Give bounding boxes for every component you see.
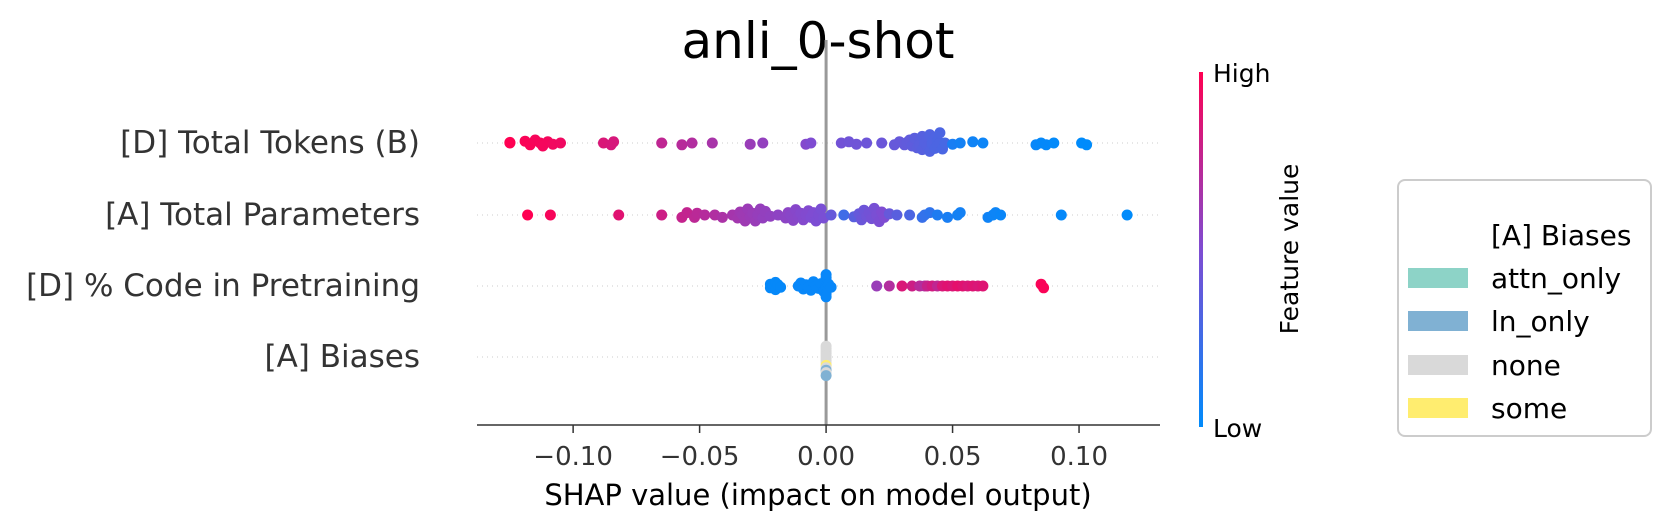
x-tick-label: 0.05 xyxy=(924,442,982,472)
data-point xyxy=(977,137,989,149)
data-point xyxy=(825,281,837,293)
data-point xyxy=(904,209,916,221)
chart-title: anli_0-shot xyxy=(682,12,955,70)
data-point xyxy=(1038,282,1050,294)
legend-swatch-attn-only xyxy=(1408,268,1468,288)
legend: [A] Biases attn_only ln_only none some xyxy=(1397,179,1652,437)
data-point xyxy=(931,209,943,221)
data-point xyxy=(544,209,556,221)
data-point xyxy=(995,209,1007,221)
data-point xyxy=(820,269,832,281)
legend-label: ln_only xyxy=(1491,305,1590,338)
data-point xyxy=(896,280,908,292)
colorbar-high-label: High xyxy=(1213,59,1270,88)
data-point xyxy=(699,209,711,221)
data-point xyxy=(820,291,832,303)
data-point xyxy=(613,209,625,221)
data-point xyxy=(820,370,832,382)
x-tick-label: 0.00 xyxy=(797,442,855,472)
data-point xyxy=(977,280,989,292)
legend-swatch-some xyxy=(1408,398,1468,418)
data-point xyxy=(676,139,688,151)
feature-label: [A] Biases xyxy=(265,339,421,375)
data-point xyxy=(656,137,668,149)
data-point xyxy=(1048,137,1060,149)
legend-swatch-ln-only xyxy=(1408,311,1468,331)
feature-label: [D] % Code in Pretraining xyxy=(26,268,420,304)
data-points xyxy=(504,127,1133,382)
data-point xyxy=(871,280,883,292)
legend-label: none xyxy=(1491,349,1561,382)
legend-label: some xyxy=(1491,392,1567,425)
data-point xyxy=(744,138,756,150)
data-point xyxy=(906,280,918,292)
data-point xyxy=(838,209,850,221)
data-point xyxy=(1121,209,1133,221)
legend-label: attn_only xyxy=(1491,262,1621,295)
feature-label: [D] Total Tokens (B) xyxy=(120,125,420,161)
data-point xyxy=(522,209,534,221)
data-point xyxy=(706,137,718,149)
colorbar-title: Feature value xyxy=(1275,164,1304,335)
x-tick-label: 0.10 xyxy=(1050,442,1108,472)
feature-label: [A] Total Parameters xyxy=(105,197,420,233)
data-point xyxy=(815,203,827,215)
data-point xyxy=(883,280,895,292)
data-point xyxy=(954,207,966,219)
legend-swatch-none xyxy=(1408,355,1468,375)
colorbar xyxy=(1199,72,1203,427)
x-axis-label: SHAP value (impact on model output) xyxy=(544,478,1091,512)
data-point xyxy=(891,209,903,221)
data-point xyxy=(555,137,566,149)
data-point xyxy=(1081,139,1093,151)
data-point xyxy=(934,127,946,139)
data-point xyxy=(942,211,953,223)
data-point xyxy=(716,211,728,223)
data-point xyxy=(850,138,862,150)
data-point xyxy=(967,136,979,148)
data-point xyxy=(954,137,966,149)
data-point xyxy=(876,137,888,149)
data-point xyxy=(757,137,769,149)
data-point xyxy=(775,281,787,293)
data-point xyxy=(1055,209,1067,221)
colorbar-low-label: Low xyxy=(1213,414,1262,443)
data-point xyxy=(504,137,516,149)
data-point xyxy=(825,209,837,221)
x-axis-ticks: −0.10 −0.05 0.00 0.05 0.10 xyxy=(533,425,1108,472)
data-point xyxy=(805,137,817,149)
data-point xyxy=(861,137,873,149)
x-tick-label: −0.05 xyxy=(660,442,740,472)
data-point xyxy=(686,137,698,149)
data-point xyxy=(656,209,668,221)
row-guides xyxy=(477,142,1160,358)
x-tick-label: −0.10 xyxy=(533,442,613,472)
legend-title: [A] Biases xyxy=(1491,219,1631,252)
data-point xyxy=(608,136,620,148)
